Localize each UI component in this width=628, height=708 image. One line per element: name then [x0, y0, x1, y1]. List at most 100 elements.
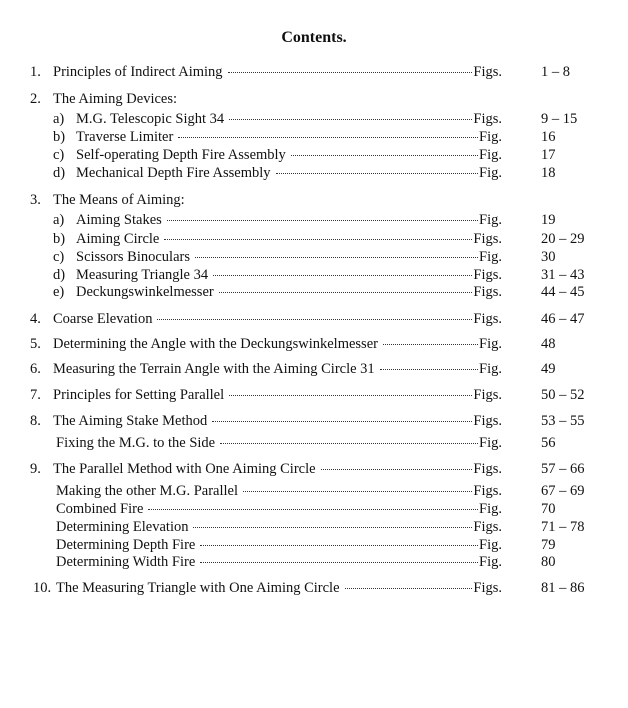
- entry-number: c): [53, 147, 65, 163]
- figure-range: 71 – 78: [541, 519, 585, 535]
- entry-title: Traverse Limiter: [76, 129, 174, 145]
- figure-range: 57 – 66: [541, 461, 585, 477]
- figure-label: Fig.: [479, 361, 502, 377]
- figure-label: Figs.: [473, 111, 502, 127]
- figure-label: Fig.: [479, 129, 502, 145]
- toc-entry: Determining Depth Fire Fig.: [56, 537, 502, 554]
- entry-number: 1.: [30, 64, 41, 80]
- dot-leader: [229, 395, 473, 396]
- entry-number: b): [53, 231, 66, 247]
- entry-number: a): [53, 212, 65, 228]
- toc-entry: M.G. Telescopic Sight 34 Figs.: [76, 111, 502, 128]
- entry-title: Determining the Angle with the Deckungsw…: [53, 336, 378, 352]
- toc-entry: Measuring Triangle 34 Figs.: [76, 267, 502, 284]
- dot-leader: [220, 443, 479, 444]
- dot-leader: [243, 491, 473, 492]
- entry-number: 8.: [30, 413, 41, 429]
- toc-entry: Deckungswinkelmesser Figs.: [76, 284, 502, 301]
- entry-number: 3.: [30, 192, 41, 208]
- figure-range: 80: [541, 554, 556, 570]
- figure-label: Figs.: [473, 231, 502, 247]
- entry-title: Coarse Elevation: [53, 311, 153, 327]
- figure-label: Figs.: [473, 311, 502, 327]
- entry-title: Aiming Stakes: [76, 212, 162, 228]
- toc-entry: Combined Fire Fig.: [56, 501, 502, 518]
- dot-leader: [193, 527, 473, 528]
- entry-title: The Means of Aiming:: [53, 192, 185, 208]
- entry-number: d): [53, 267, 66, 283]
- toc-entry: Determining Elevation Figs.: [56, 519, 502, 536]
- figure-range: 79: [541, 537, 556, 553]
- toc-entry: Self-operating Depth Fire Assembly Fig.: [76, 147, 502, 164]
- entry-number: 6.: [30, 361, 41, 377]
- entry-title: Determining Elevation: [56, 519, 189, 535]
- entry-title: Scissors Binoculars: [76, 249, 190, 265]
- entry-number: d): [53, 165, 66, 181]
- figure-range: 31 – 43: [541, 267, 585, 283]
- entry-number: 10.: [33, 580, 52, 596]
- entry-number: 2.: [30, 91, 41, 107]
- entry-title: Principles of Indirect Aiming: [53, 64, 223, 80]
- figure-label: Fig.: [479, 554, 502, 570]
- dot-leader: [157, 319, 473, 320]
- toc-entry: Mechanical Depth Fire Assembly Fig.: [76, 165, 502, 182]
- entry-title: Measuring the Terrain Angle with the Aim…: [53, 361, 375, 377]
- figure-label: Figs.: [473, 519, 502, 535]
- toc-entry: Making the other M.G. Parallel Figs.: [56, 483, 502, 500]
- entry-number: b): [53, 129, 66, 145]
- figure-range: 20 – 29: [541, 231, 585, 247]
- dot-leader: [344, 588, 473, 589]
- figure-range: 48: [541, 336, 556, 352]
- entry-title: Deckungswinkelmesser: [76, 284, 214, 300]
- figure-label: Fig.: [479, 212, 502, 228]
- figure-range: 30: [541, 249, 556, 265]
- dot-leader: [164, 239, 473, 240]
- toc-entry: Principles for Setting Parallel Figs.: [53, 387, 502, 404]
- figure-label: Fig.: [479, 537, 502, 553]
- entry-number: 7.: [30, 387, 41, 403]
- entry-number: a): [53, 111, 65, 127]
- toc-entry: The Measuring Triangle with One Aiming C…: [56, 580, 502, 597]
- figure-label: Figs.: [473, 64, 502, 80]
- entry-number: 4.: [30, 311, 41, 327]
- dot-leader: [290, 155, 479, 156]
- figure-range: 50 – 52: [541, 387, 585, 403]
- toc-entry: Traverse Limiter Fig.: [76, 129, 502, 146]
- figure-label: Figs.: [473, 461, 502, 477]
- figure-range: 1 – 8: [541, 64, 570, 80]
- figure-range: 19: [541, 212, 556, 228]
- figure-label: Fig.: [479, 165, 502, 181]
- figure-range: 70: [541, 501, 556, 517]
- entry-title: Principles for Setting Parallel: [53, 387, 225, 403]
- figure-label: Figs.: [473, 267, 502, 283]
- entry-title: Mechanical Depth Fire Assembly: [76, 165, 271, 181]
- dot-leader: [148, 509, 479, 510]
- figure-range: 46 – 47: [541, 311, 585, 327]
- toc-entry: Fixing the M.G. to the Side Fig.: [56, 435, 502, 452]
- dot-leader: [218, 292, 473, 293]
- toc-entry: Aiming Circle Figs.: [76, 231, 502, 248]
- figure-label: Figs.: [473, 387, 502, 403]
- figure-label: Fig.: [479, 249, 502, 265]
- dot-leader: [178, 137, 479, 138]
- figure-range: 56: [541, 435, 556, 451]
- figure-range: 67 – 69: [541, 483, 585, 499]
- toc-entry: Principles of Indirect Aiming Figs.: [53, 64, 502, 81]
- figure-range: 81 – 86: [541, 580, 585, 596]
- dot-leader: [194, 257, 479, 258]
- dot-leader: [200, 562, 479, 563]
- entry-number: 5.: [30, 336, 41, 352]
- entry-title: Making the other M.G. Parallel: [56, 483, 239, 499]
- entry-title: The Aiming Devices:: [53, 91, 178, 107]
- dot-leader: [275, 173, 479, 174]
- toc-entry: Measuring the Terrain Angle with the Aim…: [53, 361, 502, 378]
- figure-label: Fig.: [479, 501, 502, 517]
- figure-label: Fig.: [479, 336, 502, 352]
- figure-label: Figs.: [473, 483, 502, 499]
- entry-title: Aiming Circle: [76, 231, 160, 247]
- dot-leader: [320, 469, 473, 470]
- figure-label: Fig.: [479, 147, 502, 163]
- toc-entry: The Aiming Stake Method Figs.: [53, 413, 502, 430]
- figure-label: Figs.: [473, 580, 502, 596]
- entry-number: c): [53, 249, 65, 265]
